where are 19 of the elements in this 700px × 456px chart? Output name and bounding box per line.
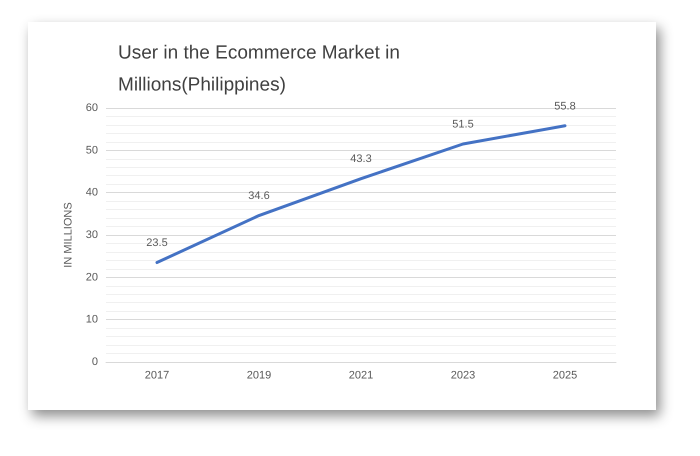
y-tick-label: 60 xyxy=(86,102,98,114)
chart-title: User in the Ecommerce Market in Millions(Philippines) xyxy=(118,42,406,96)
data-label: 34.6 xyxy=(248,190,270,202)
data-label: 51.5 xyxy=(452,118,474,130)
x-tick-label: 2023 xyxy=(450,370,476,382)
data-label: 55.8 xyxy=(554,100,576,112)
y-tick-label: 30 xyxy=(86,229,98,241)
x-tick-label: 2025 xyxy=(552,370,578,382)
y-axis-title: IN MILLIONS xyxy=(62,202,74,268)
data-label: 43.3 xyxy=(350,153,372,166)
x-tick-label: 2017 xyxy=(144,370,170,382)
data-label: 23.5 xyxy=(146,237,168,250)
x-tick-label: 2021 xyxy=(348,370,374,382)
x-tick-label: 2019 xyxy=(246,370,272,382)
y-tick-label: 50 xyxy=(86,144,98,156)
y-tick-label: 0 xyxy=(92,356,98,368)
y-tick-label: 10 xyxy=(86,314,98,326)
y-tick-label: 20 xyxy=(86,271,98,284)
y-tick-label: 40 xyxy=(86,186,98,199)
